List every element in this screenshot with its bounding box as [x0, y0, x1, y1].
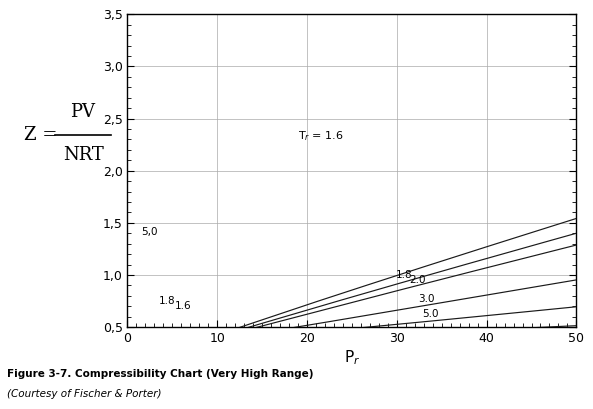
Text: T$_r$ = 1.6: T$_r$ = 1.6	[298, 130, 344, 143]
Text: NRT: NRT	[63, 146, 103, 164]
Text: Figure 3-7. Compressibility Chart (Very High Range): Figure 3-7. Compressibility Chart (Very …	[7, 369, 314, 379]
Text: (Courtesy of Fischer & Porter): (Courtesy of Fischer & Porter)	[7, 389, 162, 399]
Text: 5,0: 5,0	[141, 227, 158, 237]
Text: 3.0: 3.0	[418, 294, 435, 304]
Text: 5.0: 5.0	[422, 309, 439, 319]
Text: 1.6: 1.6	[175, 301, 192, 311]
X-axis label: P$_r$: P$_r$	[344, 348, 360, 366]
Text: 2.0: 2.0	[409, 275, 425, 285]
Text: Z =: Z =	[24, 126, 57, 144]
Text: 1.8: 1.8	[396, 270, 412, 280]
Text: PV: PV	[71, 103, 95, 121]
Text: 1.8: 1.8	[159, 296, 176, 306]
